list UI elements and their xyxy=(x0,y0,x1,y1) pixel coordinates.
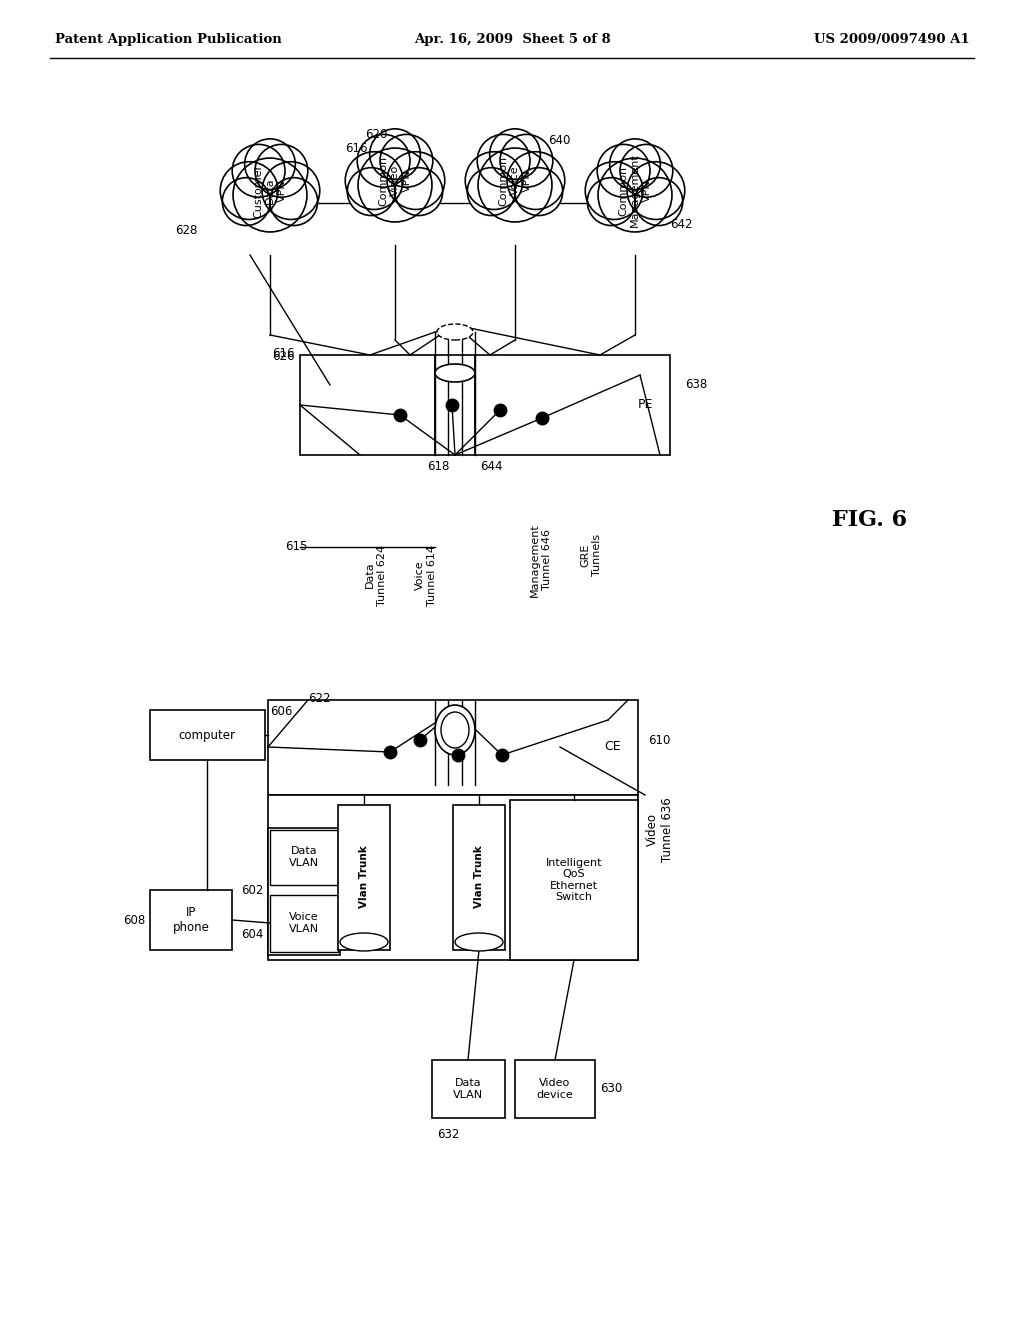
Circle shape xyxy=(489,129,541,180)
Text: 610: 610 xyxy=(648,734,671,747)
Circle shape xyxy=(358,148,432,222)
Circle shape xyxy=(220,162,278,219)
Text: 632: 632 xyxy=(437,1129,460,1140)
Text: 616: 616 xyxy=(345,141,368,154)
Bar xyxy=(268,700,638,795)
Bar xyxy=(150,890,232,950)
Circle shape xyxy=(515,168,562,215)
Ellipse shape xyxy=(435,705,475,755)
Circle shape xyxy=(232,144,285,197)
Text: Management
Tunnel 646: Management Tunnel 646 xyxy=(530,523,552,597)
Text: computer: computer xyxy=(178,729,236,742)
Circle shape xyxy=(620,144,673,197)
Bar xyxy=(270,830,338,884)
Text: 620: 620 xyxy=(365,128,387,141)
Circle shape xyxy=(588,178,635,226)
Circle shape xyxy=(477,135,530,187)
Text: Video
device: Video device xyxy=(537,1078,573,1100)
Text: Common
Video
VPN: Common Video VPN xyxy=(379,156,412,206)
Bar xyxy=(453,805,505,950)
Ellipse shape xyxy=(437,323,473,341)
Text: 630: 630 xyxy=(600,1082,623,1096)
Circle shape xyxy=(269,178,317,226)
Text: IP
phone: IP phone xyxy=(173,906,210,935)
Text: 604: 604 xyxy=(241,928,263,941)
Circle shape xyxy=(500,135,553,187)
Text: Vlan Trunk: Vlan Trunk xyxy=(359,846,369,908)
Text: 628: 628 xyxy=(175,223,198,236)
Circle shape xyxy=(598,158,672,232)
Ellipse shape xyxy=(435,364,475,381)
Text: Common
Management
VPN: Common Management VPN xyxy=(618,153,651,227)
Text: 606: 606 xyxy=(270,705,293,718)
Text: Intelligent
QoS
Ethernet
Switch: Intelligent QoS Ethernet Switch xyxy=(546,858,602,903)
Text: Data
VLAN: Data VLAN xyxy=(453,1078,483,1100)
Text: Vlan Trunk: Vlan Trunk xyxy=(474,846,484,908)
Circle shape xyxy=(387,152,444,210)
Text: 642: 642 xyxy=(670,219,692,231)
Bar xyxy=(338,805,390,950)
Circle shape xyxy=(345,152,403,210)
Ellipse shape xyxy=(455,933,503,950)
Text: 608: 608 xyxy=(123,913,145,927)
Circle shape xyxy=(245,139,295,190)
Circle shape xyxy=(255,144,308,197)
Ellipse shape xyxy=(441,711,469,748)
Bar xyxy=(268,795,638,960)
Circle shape xyxy=(586,162,643,219)
Text: 616: 616 xyxy=(272,347,295,360)
Circle shape xyxy=(370,129,420,180)
Text: PE: PE xyxy=(637,399,652,412)
Text: Voice
Tunnel 614: Voice Tunnel 614 xyxy=(415,544,436,606)
Circle shape xyxy=(635,178,683,226)
Text: GRE
Tunnels: GRE Tunnels xyxy=(580,533,602,576)
Text: 644: 644 xyxy=(480,461,503,474)
Text: 618: 618 xyxy=(428,461,450,474)
Bar xyxy=(510,800,638,960)
Circle shape xyxy=(478,148,552,222)
Text: FIG. 6: FIG. 6 xyxy=(833,510,907,531)
Circle shape xyxy=(222,178,270,226)
Bar xyxy=(150,710,265,760)
Text: 640: 640 xyxy=(548,133,570,147)
Text: Patent Application Publication: Patent Application Publication xyxy=(55,33,282,46)
Circle shape xyxy=(597,144,650,197)
Circle shape xyxy=(347,168,395,215)
Text: 602: 602 xyxy=(241,883,263,896)
Bar xyxy=(300,355,670,455)
Bar xyxy=(268,828,340,954)
Circle shape xyxy=(465,152,523,210)
Circle shape xyxy=(395,168,442,215)
Text: US 2009/0097490 A1: US 2009/0097490 A1 xyxy=(814,33,970,46)
Circle shape xyxy=(627,162,685,219)
Text: Voice
VLAN: Voice VLAN xyxy=(289,912,319,933)
Text: Apr. 16, 2009  Sheet 5 of 8: Apr. 16, 2009 Sheet 5 of 8 xyxy=(414,33,610,46)
Text: Data
VLAN: Data VLAN xyxy=(289,846,319,867)
Text: 615: 615 xyxy=(285,540,307,553)
Bar xyxy=(270,895,338,952)
Bar xyxy=(515,1060,595,1118)
Text: 622: 622 xyxy=(308,692,331,705)
Circle shape xyxy=(507,152,565,210)
Circle shape xyxy=(357,135,410,187)
Circle shape xyxy=(233,158,307,232)
Text: Video
Tunnel 636: Video Tunnel 636 xyxy=(646,797,674,862)
Ellipse shape xyxy=(340,933,388,950)
Circle shape xyxy=(262,162,319,219)
Circle shape xyxy=(467,168,515,215)
Text: 638: 638 xyxy=(685,379,708,392)
Text: Common
Voice
VPN: Common Voice VPN xyxy=(499,156,531,206)
Text: Data
Tunnel 624: Data Tunnel 624 xyxy=(365,544,387,606)
Text: 626: 626 xyxy=(272,350,295,363)
Circle shape xyxy=(380,135,433,187)
Circle shape xyxy=(609,139,660,190)
Text: Customer
Data
VPN: Customer Data VPN xyxy=(253,164,287,218)
Bar xyxy=(432,1060,505,1118)
Text: CE: CE xyxy=(605,741,622,754)
